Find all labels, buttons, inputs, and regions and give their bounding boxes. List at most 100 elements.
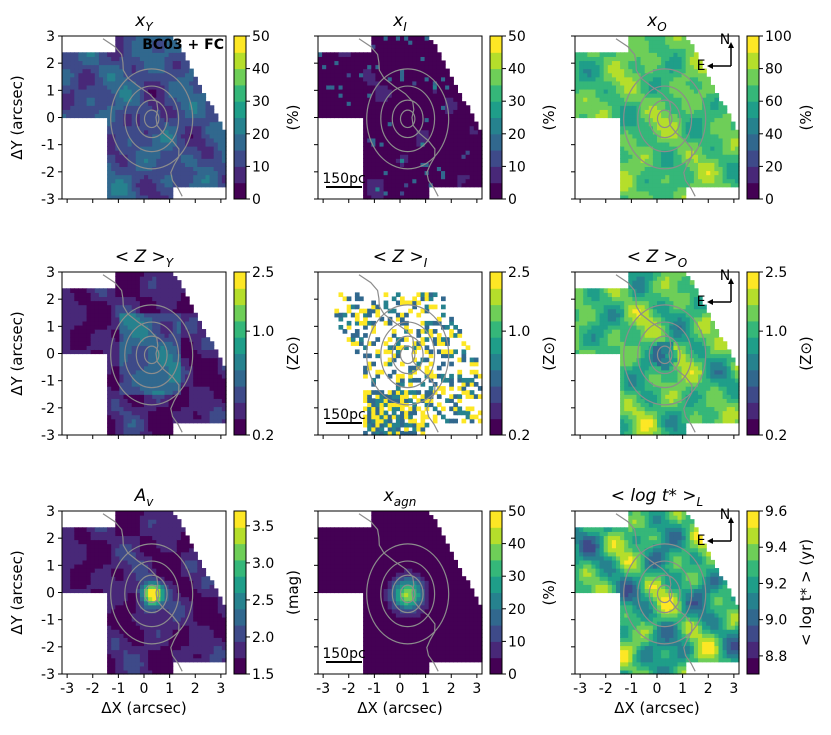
heatmap-cell (391, 146, 397, 151)
heatmap-cell (144, 272, 149, 277)
heatmap-cell (139, 276, 145, 281)
heatmap-cell (461, 137, 467, 143)
heatmap-cell (156, 60, 161, 66)
heatmap-cell (453, 154, 458, 159)
heatmap-cell (201, 97, 207, 102)
heatmap-cell (103, 109, 108, 115)
heatmap-cell (579, 109, 584, 115)
heatmap-cell (595, 52, 601, 57)
heatmap-cell (201, 337, 207, 342)
heatmap-cell (176, 141, 182, 147)
heatmap-cell (432, 113, 438, 119)
heatmap-cell (176, 72, 182, 78)
heatmap-cell (624, 109, 629, 115)
heatmap-cell (66, 312, 71, 318)
heatmap-cell (354, 329, 360, 334)
heatmap-cell (685, 93, 691, 98)
heatmap-cell (424, 150, 430, 155)
heatmap-cell (119, 345, 125, 351)
colorbar-tick-label: 40 (508, 62, 526, 78)
heatmap-cell (197, 121, 202, 127)
heatmap-cell (201, 373, 207, 379)
heatmap-cell (607, 56, 613, 62)
heatmap-cell (453, 146, 458, 151)
heatmap-cell (217, 162, 223, 167)
heatmap-cell (164, 312, 170, 318)
heatmap-cell (391, 308, 397, 314)
heatmap-cell (123, 430, 129, 436)
heatmap-cell (318, 84, 323, 90)
heatmap-cell (201, 150, 207, 155)
heatmap-cell (66, 333, 71, 338)
heatmap-cell (730, 166, 736, 172)
heatmap-cell (722, 154, 728, 159)
heatmap-cell (127, 430, 133, 436)
heatmap-cell (648, 40, 654, 45)
heatmap-cell (628, 72, 633, 78)
heatmap-cell (135, 166, 141, 172)
heatmap-cell (706, 84, 711, 90)
heatmap-cell (395, 36, 401, 41)
compass-east-head (707, 63, 713, 69)
heatmap-cell (371, 430, 376, 436)
heatmap-cell (367, 162, 372, 167)
heatmap-cell (420, 162, 426, 167)
colorbar-tick-label: 1.0 (252, 324, 274, 340)
heatmap-cell (144, 146, 149, 151)
heatmap-cell (148, 194, 153, 200)
heatmap-cell (354, 320, 360, 326)
heatmap-cell (338, 56, 344, 62)
heatmap-cell (66, 308, 71, 314)
heatmap-cell (209, 170, 215, 176)
heatmap-cell (197, 414, 202, 420)
heatmap-cell (189, 402, 194, 408)
heatmap-cell (428, 56, 434, 62)
heatmap-cell (685, 117, 691, 123)
heatmap-cell (363, 194, 368, 200)
heatmap-cell (644, 76, 650, 82)
heatmap-cell (673, 182, 679, 188)
heatmap-cell (669, 162, 674, 167)
heatmap-cell (461, 129, 467, 135)
heatmap-cell (628, 105, 633, 110)
heatmap-cell (449, 76, 454, 82)
heatmap-cell (152, 320, 157, 326)
heatmap-cell (441, 146, 446, 151)
heatmap-cell (74, 304, 79, 310)
heatmap-cell (107, 365, 112, 371)
heatmap-cell (673, 162, 679, 167)
heatmap-cell (176, 402, 182, 408)
heatmap-cell (205, 178, 211, 184)
heatmap-cell (375, 430, 381, 436)
heatmap-cell (164, 361, 170, 367)
heatmap-cell (90, 64, 96, 70)
heatmap-cell (189, 304, 194, 310)
heatmap-cell (395, 84, 401, 90)
heatmap-cell (428, 174, 434, 180)
heatmap-cell (152, 64, 157, 70)
heatmap-cell (107, 422, 112, 428)
heatmap-cell (404, 60, 409, 66)
heatmap-cell (628, 44, 633, 49)
heatmap-cell (66, 320, 71, 326)
heatmap-cell (730, 162, 736, 167)
heatmap-cell (685, 162, 691, 167)
heatmap-cell (400, 72, 405, 78)
heatmap-cell (404, 190, 409, 196)
heatmap-cell (367, 52, 372, 57)
heatmap-cell (139, 36, 145, 41)
heatmap-cell (156, 276, 161, 281)
heatmap-cell (139, 105, 145, 110)
heatmap-cell (342, 97, 348, 102)
heatmap-cell (326, 52, 331, 57)
heatmap-cell (714, 121, 720, 127)
heatmap-cell (107, 129, 112, 135)
heatmap-cell (123, 121, 129, 127)
heatmap-cell (62, 337, 67, 342)
heatmap-cell (103, 64, 108, 70)
heatmap-cell (209, 341, 215, 346)
heatmap-cell (152, 150, 157, 155)
heatmap-cell (119, 93, 125, 98)
heatmap-cell (383, 150, 389, 155)
heatmap-cell (185, 382, 190, 387)
